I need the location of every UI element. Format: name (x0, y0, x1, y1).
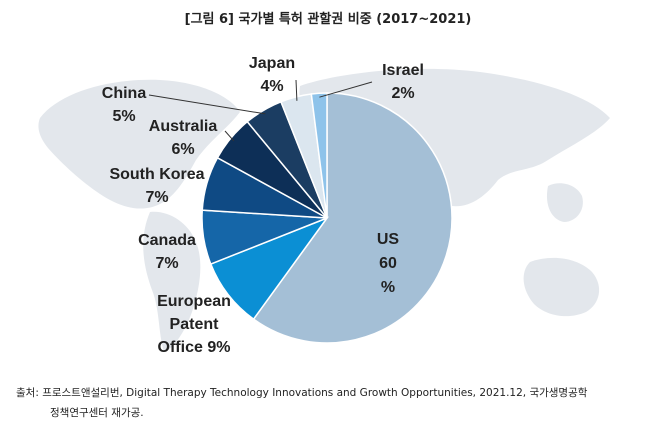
leader-line (295, 79, 298, 101)
slice-label: Israel 2% (382, 62, 424, 102)
pie-slice-us (252, 92, 453, 344)
slice-label: US 60% (377, 231, 400, 296)
slice-label: China 5% (102, 85, 147, 125)
chart-title: [그림 6] 국가별 특허 관할권 비중 (2017~2021) (184, 12, 472, 27)
slice-label: European Patent Office 9% (157, 293, 231, 356)
pie-slices (201, 92, 453, 344)
leader-line (319, 81, 373, 98)
leader-lines (148, 79, 373, 142)
leader-line (148, 94, 266, 115)
source-note: 출처: 프로스트앤설리번, Digital Therapy Technology… (16, 383, 587, 423)
slice-label: Japan 4% (249, 55, 295, 95)
slice-labels: US 60 % European Patent Office 9% Canada 7% Sout… (102, 55, 424, 356)
source-line-2: 정책연구센터 재가공. (50, 407, 144, 419)
slice-label: Australia 6% (149, 118, 218, 158)
pie-chart: US 60 % European Patent Office 9% Canada 7% Sout… (38, 55, 610, 356)
slice-label: South Korea 7% (109, 166, 204, 206)
pie-slice-israel (310, 92, 328, 219)
leader-line (224, 130, 235, 142)
source-line-1: 출처: 프로스트앤설리번, Digital Therapy Technology… (16, 387, 588, 399)
slice-label: Canada 7% (138, 232, 196, 272)
